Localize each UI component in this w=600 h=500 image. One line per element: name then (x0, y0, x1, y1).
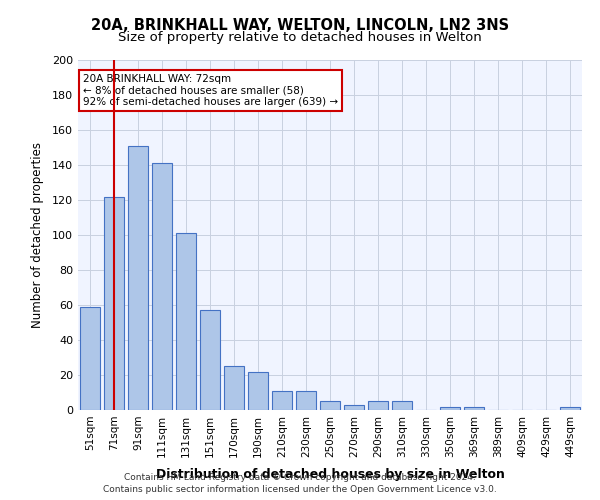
Text: Contains public sector information licensed under the Open Government Licence v3: Contains public sector information licen… (103, 485, 497, 494)
Bar (272, 391, 292, 410)
Bar (368, 401, 388, 410)
Bar (248, 372, 268, 410)
Text: Contains HM Land Registry data © Crown copyright and database right 2024.: Contains HM Land Registry data © Crown c… (124, 472, 476, 482)
Bar (128, 146, 148, 410)
Bar (440, 406, 460, 410)
Bar (320, 401, 340, 410)
Text: 20A BRINKHALL WAY: 72sqm
← 8% of detached houses are smaller (58)
92% of semi-de: 20A BRINKHALL WAY: 72sqm ← 8% of detache… (83, 74, 338, 107)
Text: Size of property relative to detached houses in Welton: Size of property relative to detached ho… (118, 31, 482, 44)
Bar (200, 310, 220, 410)
Text: 20A, BRINKHALL WAY, WELTON, LINCOLN, LN2 3NS: 20A, BRINKHALL WAY, WELTON, LINCOLN, LN2… (91, 18, 509, 32)
Bar (152, 163, 172, 410)
Bar (104, 196, 124, 410)
Y-axis label: Number of detached properties: Number of detached properties (31, 142, 44, 328)
Bar (296, 391, 316, 410)
X-axis label: Distribution of detached houses by size in Welton: Distribution of detached houses by size … (155, 468, 505, 481)
Bar (80, 306, 100, 410)
Bar (176, 233, 196, 410)
Bar (344, 405, 364, 410)
Bar (560, 406, 580, 410)
Bar (224, 366, 244, 410)
Bar (464, 406, 484, 410)
Bar (392, 401, 412, 410)
